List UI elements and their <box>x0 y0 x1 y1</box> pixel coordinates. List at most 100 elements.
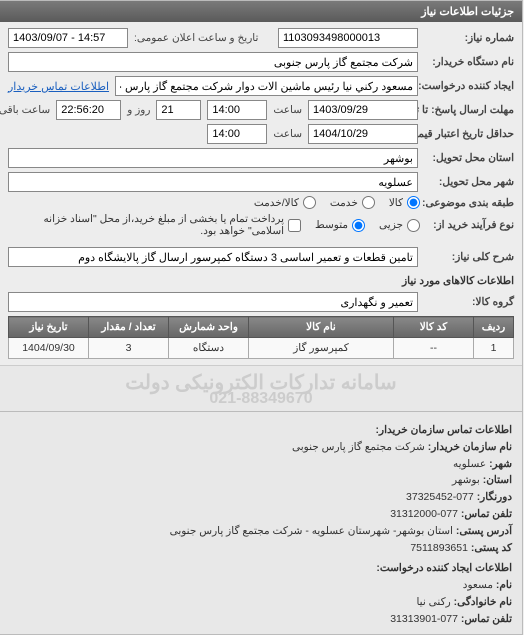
row-package-type: طبقه بندی موضوعی: کالا خدمت کالا/خدمت <box>9 196 515 209</box>
goods-th-2: نام کالا <box>250 317 395 338</box>
info-cphone-v: 077-31313901 <box>391 613 459 625</box>
goods-th-1: کد کالا <box>395 317 475 338</box>
info-fax-v: 077-37325452 <box>407 491 475 503</box>
info-lname: نام خانوادگی: رکنی نیا <box>11 594 513 611</box>
goods-group-field[interactable] <box>9 292 419 312</box>
form-area: شماره نیاز: تاریخ و ساعت اعلان عمومی: نا… <box>1 22 523 365</box>
table-row: 1--کمپرسور گازدستگاه31404/09/30 <box>10 338 515 359</box>
row-goods-group: گروه کالا: <box>9 292 515 312</box>
validity-time-field[interactable] <box>208 124 268 144</box>
info-city: شهر: عسلویه <box>11 456 513 473</box>
info-post-l: کد پستی: <box>472 542 513 554</box>
label-buyer: نام دستگاه خریدار: <box>425 56 515 68</box>
row-need-no: شماره نیاز: تاریخ و ساعت اعلان عمومی: <box>9 28 515 48</box>
info-city-v: عسلویه <box>454 458 487 470</box>
watermark-line2: 021-88349670 <box>1 390 523 408</box>
need-details-panel: جزئیات اطلاعات نیاز شماره نیاز: تاریخ و … <box>0 0 524 635</box>
deadline-time-field[interactable] <box>208 100 268 120</box>
need-desc-field[interactable] <box>9 247 419 267</box>
goods-table-body: 1--کمپرسور گازدستگاه31404/09/30 <box>10 338 515 359</box>
radio-service-label: خدمت <box>331 197 359 209</box>
info-phone-v: 077-31312000 <box>391 508 459 520</box>
radio-medium-label: متوسط <box>316 219 349 231</box>
info-name-v: مسعود <box>464 579 494 591</box>
row-need-desc: شرح کلی نیاز: <box>9 247 515 267</box>
row-city: شهر محل تحویل: <box>9 172 515 192</box>
row-province: استان محل تحویل: <box>9 148 515 168</box>
need-no-field[interactable] <box>279 28 419 48</box>
info-addr: آدرس پستی: استان بوشهر- شهرستان عسلویه -… <box>11 523 513 540</box>
label-province: استان محل تحویل: <box>425 152 515 164</box>
announce-dt-field[interactable] <box>9 28 129 48</box>
info-post: کد پستی: 7511893651 <box>11 540 513 557</box>
info-org-v: شرکت مجتمع گاز پارس جنوبی <box>293 441 426 453</box>
label-time-left: ساعت باقی مانده <box>0 104 51 116</box>
label-city: شهر محل تحویل: <box>425 176 515 188</box>
watermark-box: سامانه تدارکات الکترونیکی دولت 021-88349… <box>1 365 523 411</box>
city-field[interactable] <box>9 172 419 192</box>
label-need-desc: شرح کلی نیاز: <box>425 251 515 263</box>
row-buyer: نام دستگاه خریدار: <box>9 52 515 72</box>
row-validity: حداقل تاریخ اعتبار قیمت: تا تاریخ: ساعت <box>9 124 515 144</box>
info-org-l: نام سازمان خریدار: <box>429 441 513 453</box>
radio-goods[interactable] <box>408 196 421 209</box>
info-cphone-l: تلفن تماس: <box>462 613 513 625</box>
label-goods-group: گروه کالا: <box>425 296 515 308</box>
label-creator: ایجاد کننده درخواست: <box>425 80 515 92</box>
radio-service[interactable] <box>363 196 376 209</box>
table-cell: دستگاه <box>170 338 250 359</box>
info-province-v: بوشهر <box>453 474 481 486</box>
label-day-and: روز و <box>128 104 151 116</box>
label-deadline: مهلت ارسال پاسخ: تا تاریخ: <box>425 104 515 116</box>
radio-both[interactable] <box>304 196 317 209</box>
label-hour-1: ساعت <box>274 104 303 116</box>
table-cell: 1404/09/30 <box>10 338 90 359</box>
info-name-l: نام: <box>497 579 513 591</box>
radio-minor-label: جزیی <box>380 219 404 231</box>
info-phone: تلفن تماس: 077-31312000 <box>11 506 513 523</box>
panel-header: جزئیات اطلاعات نیاز <box>1 1 523 22</box>
label-need-no: شماره نیاز: <box>425 32 515 44</box>
validity-date-field[interactable] <box>309 124 419 144</box>
info-fax: دورنگار: 077-37325452 <box>11 489 513 506</box>
row-buy-type: نوع فرآیند خرید از: جزیی متوسط پرداخت تم… <box>9 213 515 237</box>
radio-goods-label: کالا <box>390 197 404 209</box>
check-allpay-label: پرداخت تمام یا بخشی از مبلغ خرید،از محل … <box>19 213 285 237</box>
days-left-field[interactable] <box>157 100 202 120</box>
buyer-contact-link[interactable]: اطلاعات تماس خریدار <box>9 80 110 93</box>
goods-table-header-row: ردیفکد کالانام کالاواحد شمارشتعداد / مقد… <box>10 317 515 338</box>
goods-th-4: تعداد / مقدار <box>90 317 170 338</box>
check-allpay[interactable] <box>289 219 302 232</box>
info-phone-l: تلفن تماس: <box>462 508 513 520</box>
table-cell: کمپرسور گاز <box>250 338 395 359</box>
goods-info-title: اطلاعات کالاهای مورد نیاز <box>9 273 515 289</box>
label-package: طبقه بندی موضوعی: <box>425 197 515 209</box>
info-lname-v: رکنی نیا <box>417 596 451 608</box>
table-cell: 1 <box>475 338 515 359</box>
row-deadline: مهلت ارسال پاسخ: تا تاریخ: ساعت روز و سا… <box>9 100 515 120</box>
contact-info-block: اطلاعات تماس سازمان خریدار: نام سازمان خ… <box>1 411 523 634</box>
goods-th-3: واحد شمارش <box>170 317 250 338</box>
creator-field[interactable] <box>116 76 419 96</box>
creator-header: اطلاعات ایجاد کننده درخواست: <box>11 560 513 577</box>
info-city-l: شهر: <box>490 458 513 470</box>
label-hour-2: ساعت <box>274 128 303 140</box>
deadline-date-field[interactable] <box>309 100 419 120</box>
info-header: اطلاعات تماس سازمان خریدار: <box>11 422 513 439</box>
info-lname-l: نام خانوادگی: <box>455 596 513 608</box>
radio-medium[interactable] <box>353 219 366 232</box>
table-cell: -- <box>395 338 475 359</box>
label-validity: حداقل تاریخ اعتبار قیمت: تا تاریخ: <box>425 128 515 140</box>
province-field[interactable] <box>9 148 419 168</box>
radio-minor[interactable] <box>408 219 421 232</box>
radio-both-label: کالا/خدمت <box>255 197 300 209</box>
info-name: نام: مسعود <box>11 577 513 594</box>
info-addr-l: آدرس پستی: <box>457 525 513 537</box>
time-left-field[interactable] <box>57 100 122 120</box>
table-cell: 3 <box>90 338 170 359</box>
info-province: استان: بوشهر <box>11 472 513 489</box>
row-creator: ایجاد کننده درخواست: اطلاعات تماس خریدار <box>9 76 515 96</box>
info-fax-l: دورنگار: <box>478 491 513 503</box>
buyer-field[interactable] <box>9 52 419 72</box>
goods-th-5: تاریخ نیاز <box>10 317 90 338</box>
